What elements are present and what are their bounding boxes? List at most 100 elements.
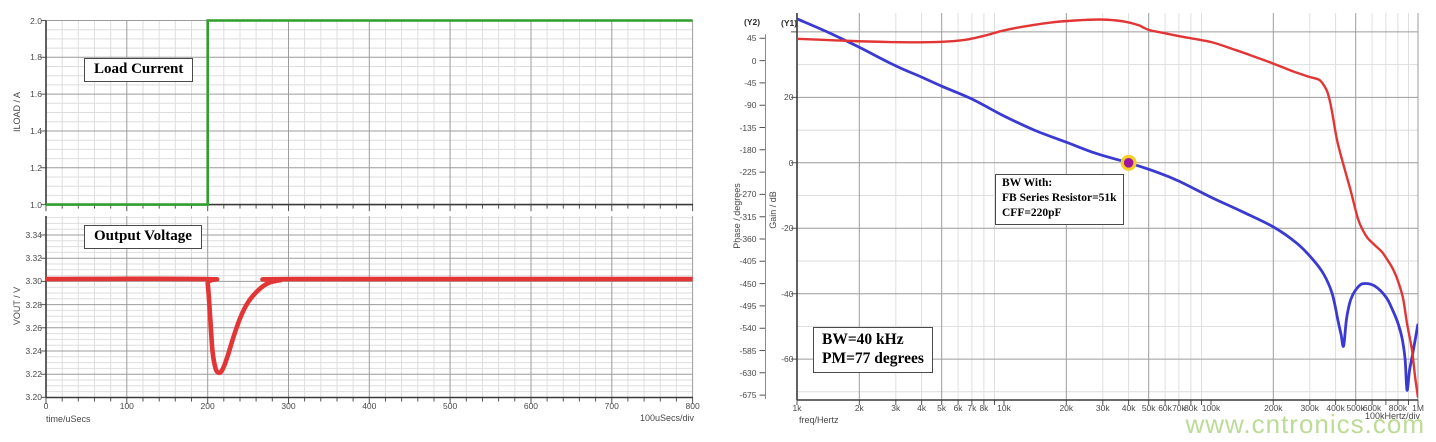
iload-curve (46, 19, 693, 206)
freq-xtick-label: 4k (917, 402, 927, 413)
phase-ytick-label: -450 (739, 278, 757, 289)
freq-xtick-label: 400k (1326, 402, 1345, 413)
phase-curve (797, 18, 1418, 398)
phase-ytick-label: -315 (739, 211, 757, 222)
time-xtick-label: 500 (443, 400, 458, 411)
iload-ytick-label: 1.0 (30, 199, 42, 210)
freq-xtick-label: 70k (1172, 402, 1186, 413)
vout-ytick-label: 3.20 (25, 392, 42, 403)
vout-ytick-label: 3.28 (25, 299, 42, 310)
freq-xtick-label: 60k (1158, 402, 1172, 413)
vout-curve (45, 276, 693, 376)
bode-curves (797, 17, 1418, 398)
freq-xtick-label: 50k (1141, 402, 1156, 413)
bw-with-line-3: CFF=220pF (1002, 207, 1062, 220)
freq-xtick-label: 30k (1095, 402, 1110, 413)
freq-xtick-label: 800k (1388, 402, 1408, 413)
freq-xtick-label: 300k (1300, 402, 1319, 413)
freq-xtick-label: 8k (979, 402, 989, 413)
axes (45, 13, 1418, 401)
phase-ytick-label: -135 (739, 122, 757, 133)
phase-ytick-label: -675 (739, 390, 757, 401)
freq-axis-label: freq/Hertz (799, 415, 839, 425)
vout-ytick-label: 3.32 (25, 253, 42, 264)
iload-axis-label: ILOAD / A (12, 91, 22, 133)
bw-pm-annotation: BW=40 kHz PM=77 degrees (813, 327, 933, 373)
freq-xtick-label: 7k (967, 402, 977, 413)
iload-ytick-label: 1.4 (30, 125, 42, 136)
time-xtick-label: 400 (362, 400, 377, 411)
iload-ytick-label: 1.8 (30, 52, 42, 63)
phase-ytick-label: -270 (739, 189, 757, 200)
bw-with-line-2: FB Series Resistor=51k (1002, 192, 1117, 205)
y1-axis-tag: (Y1) (781, 18, 798, 28)
iload-ytick-label: 1.2 (30, 162, 42, 173)
freq-xtick-label: 1M (1412, 402, 1424, 413)
freq-xtick-label: 1k (792, 402, 802, 413)
phase-ytick-label: 45 (747, 33, 757, 44)
time-xtick-label: 700 (604, 400, 619, 411)
freq-xtick-label: 40k (1121, 402, 1136, 413)
pm-line: PM=77 degrees (822, 350, 924, 368)
axis-tick-marks (41, 20, 1419, 405)
freq-xtick-label: 3k (891, 402, 901, 413)
phase-ytick-label: -585 (739, 345, 757, 356)
freq-xtick-label: 600k (1362, 402, 1382, 413)
gain-axis-label: Gain / dB (768, 191, 778, 229)
vout-ytick-label: 3.24 (25, 346, 42, 356)
iload-ytick-label: 2.0 (30, 15, 42, 26)
vout-axis-label: VOUT / V (12, 286, 22, 326)
phase-ytick-label: -495 (739, 300, 757, 311)
load-current-title: Load Current (84, 58, 194, 82)
gain-ytick-label: 0 (788, 157, 794, 168)
phase-ytick-label: -360 (739, 234, 757, 245)
iload-ytick-label: 1.6 (30, 89, 42, 100)
y2-axis-tag: (Y2) (744, 17, 761, 27)
time-xtick-label: 0 (43, 400, 49, 411)
gain-curve (797, 17, 1418, 392)
vout-ytick-label: 3.22 (25, 369, 42, 380)
phase-ytick-label: -180 (739, 144, 757, 155)
freq-xtick-label: 100k (1201, 402, 1221, 413)
freq-xtick-label: 200k (1264, 402, 1283, 413)
vout-ytick-label: 3.34 (25, 230, 42, 240)
freq-xtick-label: 10k (997, 402, 1011, 413)
output-voltage-title: Output Voltage (84, 225, 202, 249)
marker-dot (1123, 158, 1134, 168)
watermark: www.cntronics.com (1185, 409, 1425, 439)
gain-ytick-label: 20 (784, 92, 794, 103)
gain-ytick-label: -40 (781, 288, 794, 299)
crossover-marker[interactable] (1120, 154, 1137, 171)
freq-xtick-label: 500k (1346, 402, 1365, 413)
freq-xtick-label: 80k (1184, 402, 1198, 413)
time-xtick-label: 600 (523, 400, 539, 411)
time-xtick-label: 100 (119, 400, 134, 411)
major-gridlines (46, 13, 1419, 400)
time-xtick-label: 800 (685, 400, 700, 411)
phase-ytick-label: 0 (751, 55, 757, 66)
bw-with-line-1: BW With: (1002, 177, 1053, 189)
phase-ytick-label: -405 (739, 256, 757, 267)
time-xtick-label: 300 (281, 400, 296, 411)
phase-ytick-label: -90 (744, 100, 757, 111)
gain-ytick-label: -20 (781, 223, 794, 234)
bw-line: BW=40 kHz (822, 331, 904, 348)
time-axis-label: time/uSecs (46, 414, 91, 424)
time-xtick-label: 200 (200, 400, 215, 411)
vout-ytick-label: 3.26 (25, 322, 42, 333)
phase-ytick-label: -225 (739, 167, 757, 178)
vout-ytick-label: 3.30 (25, 276, 42, 287)
freq-xtick-label: 6k (953, 402, 963, 413)
time-div-label: 100uSecs/div (639, 413, 694, 423)
freq-div-label: 100kHertz/div (1364, 411, 1420, 421)
gain-ytick-label: -60 (781, 354, 794, 365)
phase-ytick-label: -540 (739, 323, 757, 334)
freq-xtick-label: 2k (854, 402, 864, 413)
bw-with-annotation: BW With: FB Series Resistor=51k CFF=220p… (995, 174, 1124, 225)
phase-ytick-label: -630 (739, 367, 757, 378)
freq-xtick-label: 5k (937, 402, 947, 413)
phase-ytick-label: -45 (744, 77, 757, 88)
freq-xtick-label: 20k (1059, 402, 1074, 413)
